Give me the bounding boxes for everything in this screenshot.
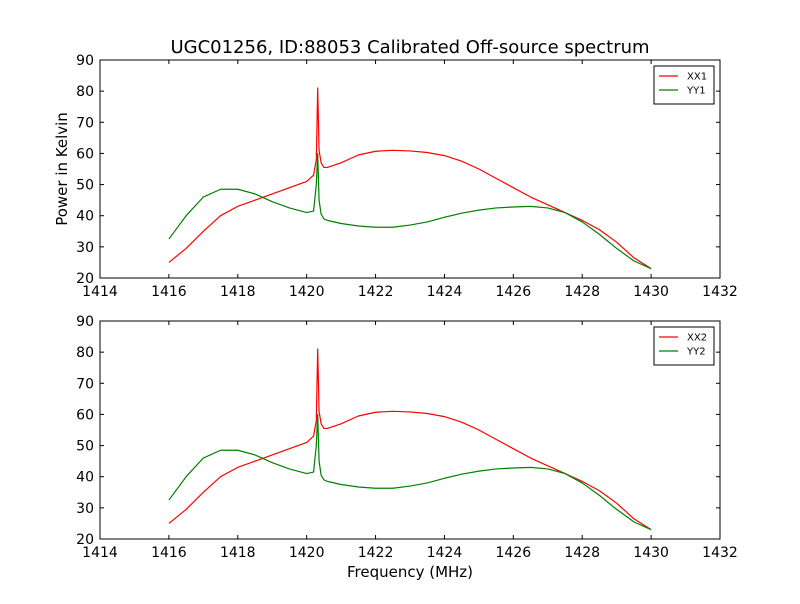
x-tick-label: 1418 bbox=[220, 284, 256, 300]
y-tick-label: 30 bbox=[76, 501, 94, 517]
series-line-yy2 bbox=[168, 413, 652, 531]
y-tick-label: 80 bbox=[76, 345, 94, 361]
legend-label-yy2: YY2 bbox=[686, 347, 706, 358]
y-axis-label: Power in Kelvin bbox=[53, 112, 71, 226]
y-tick-label: 90 bbox=[76, 314, 94, 330]
x-tick-label: 1416 bbox=[151, 284, 187, 300]
x-tick-label: 1432 bbox=[702, 545, 738, 561]
y-tick-label: 20 bbox=[76, 271, 94, 287]
x-tick-label: 1416 bbox=[151, 545, 187, 561]
x-tick-label: 1422 bbox=[358, 545, 394, 561]
legend-label-xx1: XX1 bbox=[687, 72, 707, 83]
x-tick-label: 1424 bbox=[427, 545, 463, 561]
x-tick-label: 1426 bbox=[496, 545, 532, 561]
x-tick-label: 1428 bbox=[564, 545, 600, 561]
x-tick-label: 1430 bbox=[633, 284, 669, 300]
y-tick-label: 70 bbox=[76, 376, 94, 392]
series-group bbox=[168, 87, 652, 270]
series-line-yy1 bbox=[168, 152, 652, 270]
x-tick-label: 1414 bbox=[82, 284, 118, 300]
plot-frame bbox=[99, 59, 721, 279]
plot-frame bbox=[99, 320, 721, 540]
series-group bbox=[168, 348, 652, 531]
x-tick-label: 1414 bbox=[82, 545, 118, 561]
y-tick-label: 40 bbox=[76, 209, 94, 225]
y-tick-label: 50 bbox=[76, 439, 94, 455]
y-tick-label: 70 bbox=[76, 115, 94, 131]
x-tick-label: 1424 bbox=[427, 284, 463, 300]
legend-box bbox=[653, 65, 715, 105]
y-tick-label: 20 bbox=[76, 532, 94, 548]
x-tick-label: 1428 bbox=[564, 284, 600, 300]
x-axis-label: Frequency (MHz) bbox=[347, 563, 473, 581]
legend-label-xx2: XX2 bbox=[687, 333, 707, 344]
y-tick-label: 50 bbox=[76, 178, 94, 194]
y-tick-label: 30 bbox=[76, 240, 94, 256]
top-plot-panel: 1414 1416 1418 1420 1422 1424 1426 1428 1430 1432… bbox=[76, 53, 738, 300]
legend-box bbox=[653, 326, 715, 366]
y-tick-label: 80 bbox=[76, 84, 94, 100]
x-tick-label: 1422 bbox=[358, 284, 394, 300]
legend-label-yy1: YY1 bbox=[686, 86, 706, 97]
y-tick-label: 40 bbox=[76, 470, 94, 486]
x-tick-label: 1432 bbox=[702, 284, 738, 300]
chart-title: UGC01256, ID:88053 Calibrated Off-source… bbox=[170, 37, 649, 58]
series-line-xx1 bbox=[168, 87, 652, 270]
x-tick-label: 1418 bbox=[220, 545, 256, 561]
y-tick-label: 60 bbox=[76, 146, 94, 162]
x-tick-label: 1420 bbox=[289, 284, 325, 300]
bottom-plot-panel: 1414 1416 1418 1420 1422 1424 1426 1428 1430 1432… bbox=[76, 314, 738, 561]
y-tick-label: 90 bbox=[76, 53, 94, 69]
y-tick-label: 60 bbox=[76, 407, 94, 423]
x-tick-label: 1420 bbox=[289, 545, 325, 561]
x-tick-label: 1430 bbox=[633, 545, 669, 561]
x-tick-label: 1426 bbox=[496, 284, 532, 300]
series-line-xx2 bbox=[168, 348, 652, 531]
